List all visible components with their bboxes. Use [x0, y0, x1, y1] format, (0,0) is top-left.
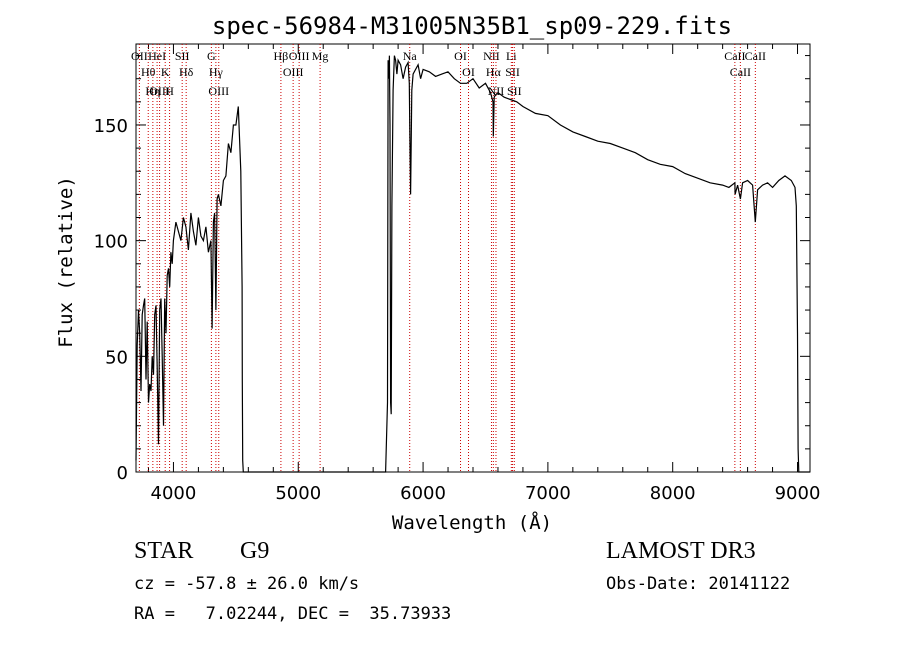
line-marker-label: NII [483, 49, 500, 63]
line-marker-label: Hη [145, 84, 160, 98]
line-marker-label: OIII [289, 49, 310, 63]
line-marker-label: OIII [149, 84, 170, 98]
y-tick-label: 100 [94, 232, 128, 253]
object-type: STAR [134, 538, 194, 564]
line-marker-label: Na [403, 49, 418, 63]
line-marker-label: Mg [312, 49, 329, 63]
line-marker-label: H [165, 84, 174, 98]
y-tick-label: 50 [105, 347, 128, 368]
y-tick-label: 0 [117, 463, 128, 484]
line-marker-label: CaII [745, 49, 766, 63]
line-marker-label: Hδ [179, 65, 194, 79]
line-marker-label: OI [462, 65, 475, 79]
line-marker-label: SII [505, 65, 520, 79]
plot-frame [135, 43, 811, 473]
object-subclass: G9 [240, 538, 270, 564]
line-marker-label: HeI [148, 49, 166, 63]
line-marker-label: G [207, 49, 216, 63]
x-tick-label: 4000 [151, 483, 197, 504]
x-axis-label: Wavelength (Å) [392, 511, 552, 534]
redshift-cz: cz = -57.8 ± 26.0 km/s [134, 574, 360, 594]
line-marker-label: K [161, 65, 170, 79]
line-marker-label: Hβ [274, 49, 289, 63]
y-tick-label: 150 [94, 116, 128, 137]
ra-dec: RA = 7.02244, DEC = 35.73933 [134, 604, 452, 624]
line-marker-label: SII [175, 49, 190, 63]
plot-area: 4000 5000 6000 7000 8000 9000 0 50 100 150 OII Hθ Hη… [94, 43, 821, 504]
survey-label: LAMOST DR3 [606, 538, 756, 564]
line-marker-label: OIII [283, 65, 304, 79]
x-tick-label: 5000 [275, 483, 321, 504]
obs-date: Obs-Date: 20141122 [606, 574, 791, 594]
line-marker-label: Li [506, 49, 517, 63]
line-marker-label: CaII [730, 65, 751, 79]
line-marker-label: OI [454, 49, 467, 63]
x-tick-label: 7000 [525, 483, 571, 504]
line-marker-label: Hγ [209, 65, 224, 79]
x-tick-label: 8000 [650, 483, 696, 504]
x-tick-label: 9000 [775, 483, 821, 504]
line-marker-label: OIII [208, 84, 229, 98]
line-marker-label: SII [507, 84, 522, 98]
y-axis-label: Flux (relative) [55, 176, 77, 348]
x-tick-label: 6000 [400, 483, 446, 504]
spectrum-line [135, 55, 810, 473]
line-marker-label: Hθ [141, 65, 156, 79]
line-marker-label: Hα [486, 65, 502, 79]
line-marker-label: OII [131, 49, 148, 63]
line-marker-label: CaII [724, 49, 745, 63]
chart-title: spec-56984-M31005N35B1_sp09-229.fits [212, 12, 732, 40]
